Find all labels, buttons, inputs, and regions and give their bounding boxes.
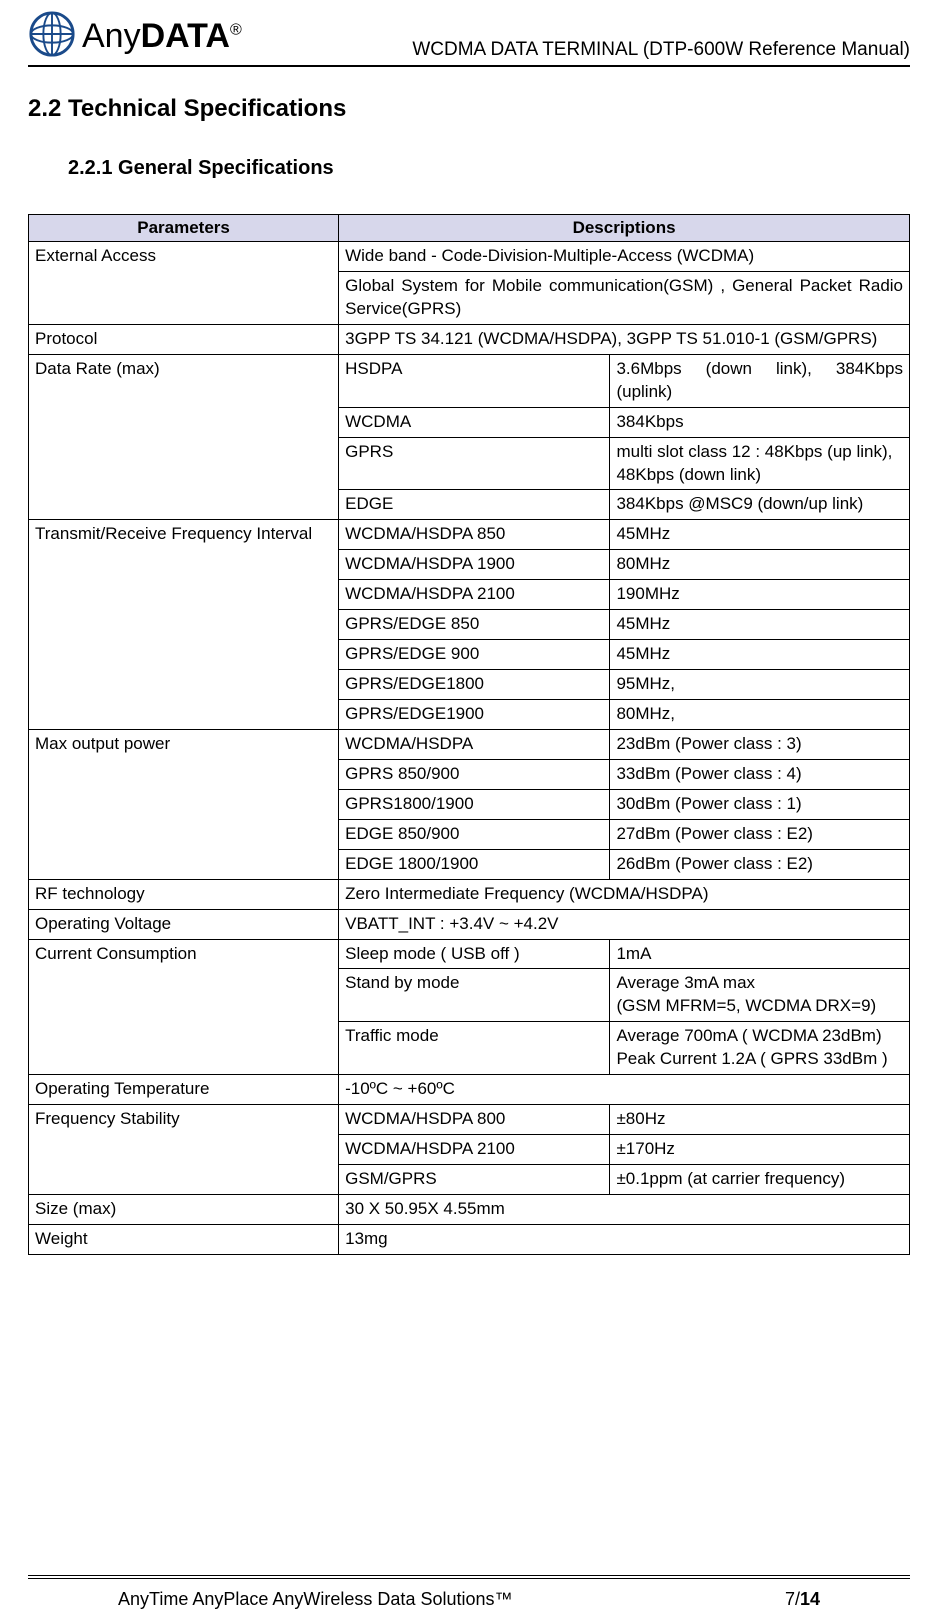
table-header-row: Parameters Descriptions: [29, 215, 910, 242]
sub-cell: WCDMA: [339, 407, 610, 437]
sub-cell: WCDMA/HSDPA 1900: [339, 550, 610, 580]
param-cell: Transmit/Receive Frequency Interval: [29, 520, 339, 730]
desc-cell: ±170Hz: [610, 1135, 910, 1165]
desc-cell: 384Kbps: [610, 407, 910, 437]
logo-block: AnyDATA®: [28, 10, 242, 63]
sub-cell: EDGE: [339, 490, 610, 520]
desc-cell: Average 3mA max (GSM MFRM=5, WCDMA DRX=9…: [610, 969, 910, 1022]
sub-cell: GPRS1800/1900: [339, 789, 610, 819]
desc-cell: 26dBm (Power class : E2): [610, 849, 910, 879]
param-cell: Operating Voltage: [29, 909, 339, 939]
table-row: Data Rate (max)HSDPA3.6Mbps (down link),…: [29, 354, 910, 407]
desc-cell: 95MHz,: [610, 670, 910, 700]
param-cell: Data Rate (max): [29, 354, 339, 520]
section-heading: 2.2 Technical Specifications: [28, 95, 910, 123]
desc-cell: 80MHz: [610, 550, 910, 580]
desc-cell: 3GPP TS 34.121 (WCDMA/HSDPA), 3GPP TS 51…: [339, 324, 910, 354]
sub-cell: WCDMA/HSDPA 2100: [339, 580, 610, 610]
desc-cell: 45MHz: [610, 610, 910, 640]
desc-cell: 13mg: [339, 1224, 910, 1254]
logo-text: AnyDATA®: [82, 17, 242, 56]
desc-cell: 1mA: [610, 939, 910, 969]
sub-cell: WCDMA/HSDPA 850: [339, 520, 610, 550]
footer-content: AnyTime AnyPlace AnyWireless Data Soluti…: [28, 1579, 910, 1624]
param-cell: Weight: [29, 1224, 339, 1254]
sub-cell: GPRS/EDGE1800: [339, 670, 610, 700]
globe-icon: [28, 10, 76, 63]
desc-cell: 190MHz: [610, 580, 910, 610]
page-header: AnyDATA® WCDMA DATA TERMINAL (DTP-600W R…: [28, 10, 910, 67]
col-parameters: Parameters: [29, 215, 339, 242]
param-cell: Current Consumption: [29, 939, 339, 1075]
subsection-heading: 2.2.1 General Specifications: [68, 157, 910, 180]
table-row: Transmit/Receive Frequency IntervalWCDMA…: [29, 520, 910, 550]
table-row: Current ConsumptionSleep mode ( USB off …: [29, 939, 910, 969]
table-row: Weight13mg: [29, 1224, 910, 1254]
sub-cell: WCDMA/HSDPA 800: [339, 1105, 610, 1135]
col-descriptions: Descriptions: [339, 215, 910, 242]
sub-cell: GPRS/EDGE1900: [339, 700, 610, 730]
table-row: Frequency StabilityWCDMA/HSDPA 800±80Hz: [29, 1105, 910, 1135]
desc-cell: 45MHz: [610, 640, 910, 670]
param-cell: Operating Temperature: [29, 1075, 339, 1105]
desc-cell: VBATT_INT : +3.4V ~ +4.2V: [339, 909, 910, 939]
param-cell: Max output power: [29, 729, 339, 879]
table-row: Operating VoltageVBATT_INT : +3.4V ~ +4.…: [29, 909, 910, 939]
sub-cell: Traffic mode: [339, 1022, 610, 1075]
sub-cell: WCDMA/HSDPA 2100: [339, 1135, 610, 1165]
table-row: Protocol3GPP TS 34.121 (WCDMA/HSDPA), 3G…: [29, 324, 910, 354]
page-current: 7/: [785, 1589, 800, 1609]
param-cell: External Access: [29, 242, 339, 325]
specifications-table: Parameters Descriptions External AccessW…: [28, 214, 910, 1255]
desc-cell: Global System for Mobile communication(G…: [339, 271, 910, 324]
desc-cell: ±80Hz: [610, 1105, 910, 1135]
footer-slogan: AnyTime AnyPlace AnyWireless Data Soluti…: [118, 1589, 513, 1610]
sub-cell: GSM/GPRS: [339, 1165, 610, 1195]
desc-cell: 30 X 50.95X 4.55mm: [339, 1194, 910, 1224]
logo-registered: ®: [230, 22, 242, 39]
sub-cell: GPRS/EDGE 900: [339, 640, 610, 670]
desc-cell: ±0.1ppm (at carrier frequency): [610, 1165, 910, 1195]
page-content: AnyDATA® WCDMA DATA TERMINAL (DTP-600W R…: [0, 0, 938, 1275]
document-title: WCDMA DATA TERMINAL (DTP-600W Reference …: [412, 39, 910, 63]
sub-cell: GPRS 850/900: [339, 759, 610, 789]
sub-cell: HSDPA: [339, 354, 610, 407]
sub-cell: GPRS/EDGE 850: [339, 610, 610, 640]
table-row: External AccessWide band - Code-Division…: [29, 242, 910, 272]
desc-cell: 30dBm (Power class : 1): [610, 789, 910, 819]
desc-cell: 33dBm (Power class : 4): [610, 759, 910, 789]
param-cell: Size (max): [29, 1194, 339, 1224]
desc-cell: 80MHz,: [610, 700, 910, 730]
param-cell: Protocol: [29, 324, 339, 354]
desc-cell: -10ºC ~ +60ºC: [339, 1075, 910, 1105]
sub-cell: Sleep mode ( USB off ): [339, 939, 610, 969]
desc-cell: 384Kbps @MSC9 (down/up link): [610, 490, 910, 520]
page-total: 14: [800, 1589, 820, 1609]
logo-data: DATA: [141, 17, 230, 55]
sub-cell: WCDMA/HSDPA: [339, 729, 610, 759]
desc-cell: 27dBm (Power class : E2): [610, 819, 910, 849]
desc-cell: multi slot class 12 : 48Kbps (up link), …: [610, 437, 910, 490]
desc-cell: 23dBm (Power class : 3): [610, 729, 910, 759]
sub-cell: GPRS: [339, 437, 610, 490]
desc-cell: Wide band - Code-Division-Multiple-Acces…: [339, 242, 910, 272]
page-footer: AnyTime AnyPlace AnyWireless Data Soluti…: [0, 1575, 938, 1624]
page-number: 7/14: [785, 1589, 820, 1610]
sub-cell: Stand by mode: [339, 969, 610, 1022]
footer-rule: [28, 1575, 910, 1576]
desc-cell: 3.6Mbps (down link), 384Kbps (uplink): [610, 354, 910, 407]
desc-cell: 45MHz: [610, 520, 910, 550]
sub-cell: EDGE 1800/1900: [339, 849, 610, 879]
table-row: Max output powerWCDMA/HSDPA23dBm (Power …: [29, 729, 910, 759]
table-row: RF technologyZero Intermediate Frequency…: [29, 879, 910, 909]
logo-any: Any: [82, 17, 141, 55]
table-row: Size (max)30 X 50.95X 4.55mm: [29, 1194, 910, 1224]
sub-cell: EDGE 850/900: [339, 819, 610, 849]
param-cell: RF technology: [29, 879, 339, 909]
table-row: Operating Temperature-10ºC ~ +60ºC: [29, 1075, 910, 1105]
param-cell: Frequency Stability: [29, 1105, 339, 1195]
desc-cell: Zero Intermediate Frequency (WCDMA/HSDPA…: [339, 879, 910, 909]
desc-cell: Average 700mA ( WCDMA 23dBm) Peak Curren…: [610, 1022, 910, 1075]
